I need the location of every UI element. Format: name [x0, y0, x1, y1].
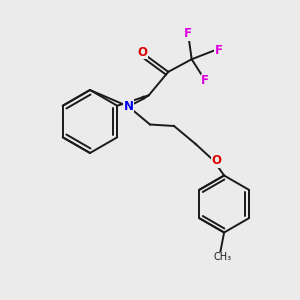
Text: N: N: [123, 100, 134, 113]
Text: F: F: [215, 44, 223, 57]
Text: O: O: [137, 46, 147, 59]
Text: O: O: [212, 154, 222, 167]
Text: F: F: [184, 27, 192, 40]
Text: CH₃: CH₃: [214, 251, 232, 262]
Text: F: F: [201, 74, 209, 87]
